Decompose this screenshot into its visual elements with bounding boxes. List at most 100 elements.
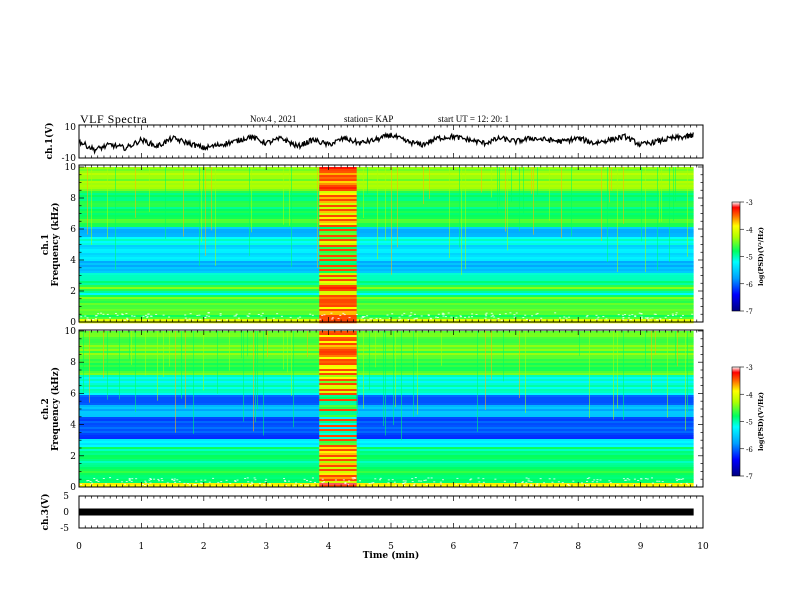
ch1-spec-speckle [289, 316, 292, 318]
ch1-spec-streak [377, 167, 378, 260]
ch2-spec-speckle [295, 482, 298, 484]
ch2-spec-burst [319, 349, 357, 352]
ch2-spec-band [79, 443, 694, 446]
ch2-spec-band [79, 483, 694, 486]
ch1-spec-burst [319, 235, 357, 238]
ch2-spec-burst [319, 413, 357, 416]
ch2-spec-streak [267, 331, 268, 358]
ch2-spec-speckle [200, 479, 203, 481]
ch2-spec-speckle [314, 481, 317, 483]
ch2-spec-ylabel-channel: ch.2 [41, 398, 51, 419]
ch2-spec-speckle [644, 478, 647, 480]
figure-title: VLF Spectra [80, 112, 148, 126]
ch1-spec-burst [319, 289, 357, 292]
ch1-spec-burst [319, 287, 357, 290]
ch1-spec-speckle [680, 316, 683, 318]
ch1-spec-burst [319, 281, 357, 284]
ch2-spec-speckle [372, 482, 375, 484]
ch1-spec-speckle [88, 319, 91, 321]
ch1-spec-speckle [263, 318, 266, 320]
ch2-spec-speckle [148, 479, 151, 481]
ch2-spec-band [79, 379, 694, 382]
ch1-spec-burst [319, 173, 357, 176]
ch2-spec-burst [319, 401, 357, 404]
ch1-spec-band [79, 283, 694, 286]
ch1-spec-speckle [100, 312, 103, 314]
ch1-spec-speckle [493, 316, 496, 318]
ch2-spec-burst [319, 395, 357, 398]
ch1-spec-speckle [388, 317, 391, 319]
ch1-spec-speckle [184, 314, 187, 316]
ch1-spec-speckle [459, 315, 462, 317]
x-tick-label: 6 [451, 542, 457, 552]
ch2-spec-speckle [466, 482, 469, 484]
ch1-spec-streak [363, 167, 364, 219]
ch1-spec-streak [317, 167, 318, 268]
ch1-spec-speckle [247, 315, 250, 317]
ch1-spec-streak [505, 167, 506, 232]
ch2-spec-burst [319, 385, 357, 388]
ch1-spec-speckle [667, 314, 670, 316]
ch2-spec-band [79, 457, 694, 460]
ch1-spec-burst [319, 243, 357, 246]
ch1-spec-speckle [659, 318, 662, 320]
ch2-spec-speckle [258, 482, 261, 484]
ch1-spec-streak [537, 167, 538, 196]
ch2-spec-burst [319, 353, 357, 356]
ch1-spec-speckle [155, 313, 158, 315]
ch1-spec-band [79, 319, 694, 322]
ch1-spec-streak [659, 167, 660, 223]
ch2-spec-burst [319, 455, 357, 458]
ch1-spec-ytick-label: 4 [70, 256, 76, 266]
ch1-spec-speckle [464, 316, 467, 318]
ch2-spec-ylabel-frequency: Frequency (kHz) [50, 367, 61, 451]
ch1-spec-band [79, 317, 694, 320]
ch1-spec-speckle [297, 317, 300, 319]
ch2-spec-speckle [220, 481, 223, 483]
ch2-spec-burst [319, 381, 357, 384]
ch1-spec-streak [465, 167, 466, 270]
ch1-spec-speckle [234, 315, 237, 317]
ch2-spec-speckle [423, 479, 426, 481]
ch1-spec-burst [319, 217, 357, 220]
ch2-spec-speckle [521, 481, 524, 483]
ch2-spec-speckle [543, 482, 546, 484]
ch1-spec-burst [319, 255, 357, 258]
ch2-spec-speckle [530, 484, 533, 486]
ch2-spec-speckle [321, 478, 324, 480]
x-tick-label: 1 [139, 542, 145, 552]
ch2-spec-streak [293, 331, 294, 428]
ch1-spec-speckle [121, 314, 124, 316]
ch1-spec-speckle [668, 319, 671, 321]
ch2-spec-speckle [195, 480, 198, 482]
ch1-spec-speckle [595, 319, 598, 321]
ch2-spec-burst [319, 469, 357, 472]
ch1-spec-speckle [427, 315, 430, 317]
ch2-spec-band [79, 429, 694, 432]
ch1-spec-band [79, 307, 694, 310]
ch1-spec-speckle [484, 313, 487, 315]
ch1-spec-streak [249, 167, 250, 256]
ch2-spec-speckle [161, 480, 164, 482]
ch1-spec-band [79, 251, 694, 254]
ch2-spec-speckle [284, 484, 287, 486]
ch2-spec-speckle [586, 480, 589, 482]
ch2-spec-colorbar [731, 366, 741, 477]
ch1-spec-ytick-label: 0 [70, 318, 76, 328]
ch2-spec-streak [525, 331, 526, 413]
ch1-spec-speckle [184, 317, 187, 319]
ch1-spec-colorbar-tick-label: -6 [746, 281, 753, 289]
ch1-spec-burst [319, 275, 357, 278]
date-label: Nov.4 , 2021 [250, 114, 297, 124]
ch1-spec-speckle [471, 316, 474, 318]
ch2-spec-band [79, 371, 694, 374]
ch1-spec-colorbar-tick-label: -7 [746, 308, 753, 316]
ch2-spec-streak [369, 331, 370, 391]
ch1-spec-band [79, 305, 694, 308]
ch2-spec-band [79, 387, 694, 390]
ch2-spec-band [79, 331, 694, 334]
ch1-spec-band [79, 193, 694, 196]
ch1-spec-speckle [441, 312, 444, 314]
ch1-spec-streak [251, 167, 252, 233]
ch1-spec-speckle [488, 319, 491, 321]
